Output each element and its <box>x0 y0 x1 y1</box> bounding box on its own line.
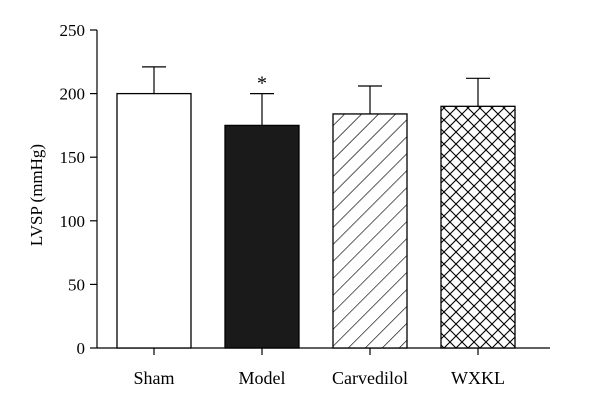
category-label: WXKL <box>451 368 505 388</box>
y-tick-label: 250 <box>60 21 86 40</box>
error-bars-group <box>142 66 490 126</box>
y-axis-title: LVSP (mmHg) <box>27 144 46 246</box>
category-label: Carvedilol <box>332 368 408 388</box>
significance-asterisk: * <box>257 73 267 95</box>
y-tick-label: 200 <box>60 85 86 104</box>
bar-sham <box>116 92 192 349</box>
y-tick-label: 50 <box>68 275 85 294</box>
bar-wxkl <box>440 105 516 349</box>
y-axis: 0 50 100 150 200 250 <box>60 21 98 358</box>
x-axis <box>97 347 550 355</box>
y-tick-label: 100 <box>60 212 86 231</box>
category-label: Sham <box>133 368 174 388</box>
y-tick-label: 0 <box>77 339 86 358</box>
category-label: Model <box>239 368 286 388</box>
bar-carvedilol <box>332 113 408 349</box>
bars-group <box>116 92 516 349</box>
y-tick-label: 150 <box>60 148 86 167</box>
category-labels: Sham Model Carvedilol WXKL <box>133 368 505 388</box>
annotations-group: * <box>257 73 267 95</box>
bar-model <box>224 124 300 349</box>
